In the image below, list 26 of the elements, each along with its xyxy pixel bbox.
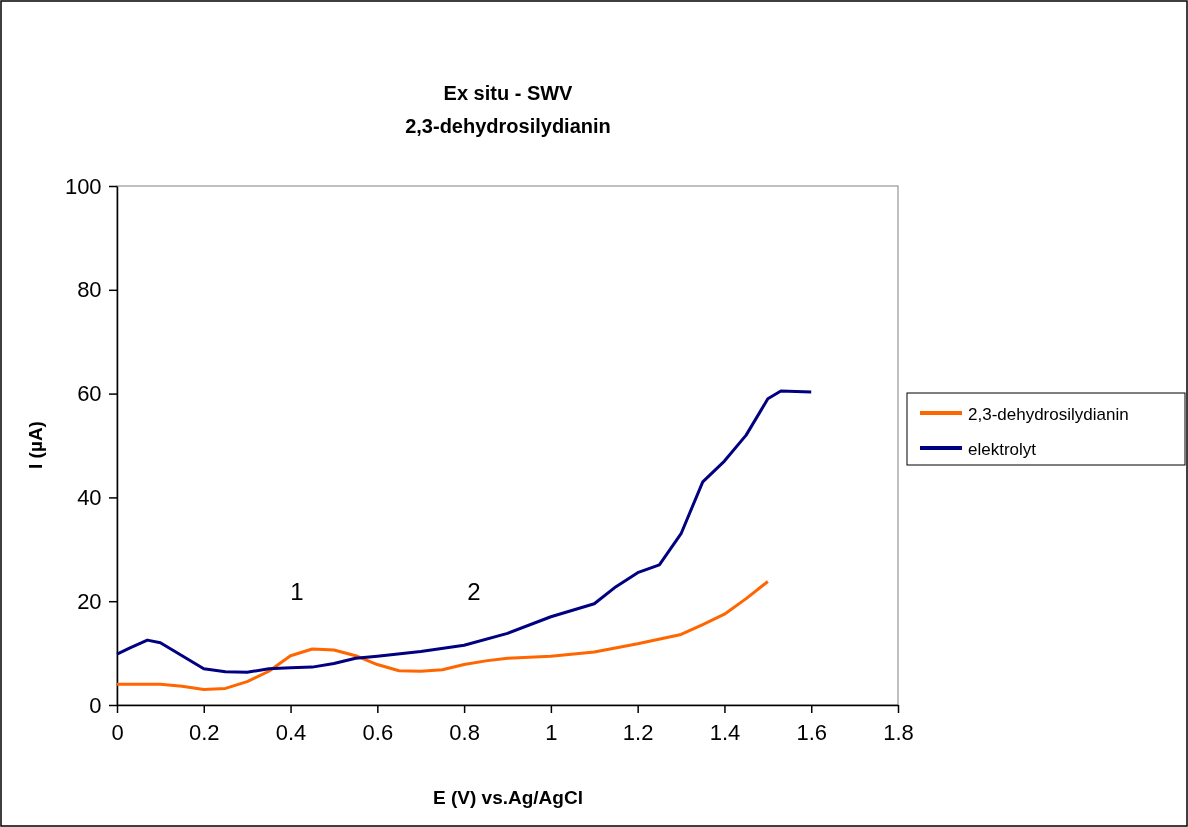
chart-title: Ex situ - SWV (443, 82, 574, 104)
x-tick-label: 0.8 (449, 720, 480, 746)
x-tick-label: 1.4 (709, 720, 741, 746)
x-tick-label: 1 (545, 720, 558, 746)
y-axis-title: I (µA) (25, 421, 46, 469)
chart-subtitle: 2,3-dehydrosilydianin (405, 115, 611, 137)
x-tick-label: 0.2 (188, 720, 220, 746)
annotation: 2 (467, 578, 481, 605)
y-tick-label: 40 (77, 484, 102, 510)
y-tick-label: 100 (64, 173, 102, 199)
legend-label: elektrolyt (968, 440, 1037, 459)
x-tick-label: 1.2 (622, 720, 654, 746)
y-tick-label: 20 (77, 588, 102, 614)
y-tick-label: 0 (89, 692, 102, 718)
y-tick-label: 80 (77, 277, 102, 303)
x-axis-title: E (V) vs.Ag/AgCl (433, 787, 583, 808)
legend-label: 2,3-dehydrosilydianin (968, 405, 1129, 424)
x-tick-label: 1.8 (883, 720, 914, 746)
line-series (115, 579, 770, 691)
x-tick-label: 0.4 (275, 720, 307, 746)
line-series (115, 389, 813, 674)
x-tick-label: 0 (111, 720, 124, 746)
x-tick-label: 1.6 (796, 720, 828, 746)
annotation: 1 (290, 578, 304, 605)
x-tick-label: 0.6 (362, 720, 394, 746)
y-tick-label: 60 (77, 381, 102, 407)
